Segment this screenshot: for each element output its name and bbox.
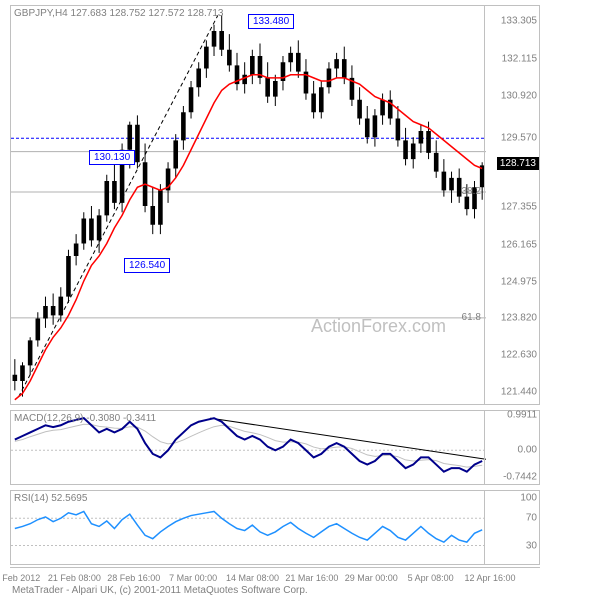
- watermark: ActionForex.com: [311, 316, 446, 337]
- fib-label: 61.8: [462, 312, 481, 323]
- price-tick: 130.920: [501, 91, 537, 102]
- time-tick: 14 Feb 2012: [0, 573, 40, 583]
- rsi-panel: RSI(14) 52.5695 30 70 100: [10, 490, 540, 565]
- rsi-tick: 70: [526, 513, 537, 524]
- time-tick: 28 Feb 16:00: [107, 573, 160, 583]
- macd-y-axis: -0.7442 0.00 0.9911: [484, 411, 539, 484]
- macd-tick: -0.7442: [503, 471, 537, 482]
- price-y-axis: 121.440 122.630 123.820 124.975 126.165 127.3…: [484, 6, 539, 404]
- symbol-ohlc-label: GBPJPY,H4 127.683 128.752 127.572 128.71…: [14, 8, 223, 19]
- price-tick: 133.305: [501, 16, 537, 27]
- price-tick: 126.165: [501, 239, 537, 250]
- price-tick: 129.570: [501, 133, 537, 144]
- price-plot: [11, 6, 486, 406]
- current-price-label: 128.713: [497, 157, 539, 170]
- price-tick: 122.630: [501, 350, 537, 361]
- price-annotation: 130.130: [89, 150, 135, 165]
- price-tick: 123.820: [501, 312, 537, 323]
- time-tick: 29 Mar 00:00: [345, 573, 398, 583]
- rsi-y-axis: 30 70 100: [484, 491, 539, 564]
- price-tick: 132.115: [502, 53, 537, 64]
- macd-panel: MACD(12,26,9) -0.3080 -0.3411 -0.7442 0.0…: [10, 410, 540, 485]
- time-tick: 5 Apr 08:00: [408, 573, 454, 583]
- rsi-title: RSI(14) 52.5695: [14, 493, 87, 504]
- macd-tick: 0.9911: [507, 409, 537, 420]
- macd-title: MACD(12,26,9) -0.3080 -0.3411: [14, 413, 156, 424]
- rsi-tick: 100: [520, 492, 537, 503]
- price-annotation: 133.480: [248, 14, 294, 29]
- time-tick: 21 Feb 08:00: [48, 573, 101, 583]
- time-tick: 12 Apr 16:00: [464, 573, 515, 583]
- fib-label: 38.2: [462, 186, 481, 197]
- rsi-tick: 30: [526, 540, 537, 551]
- time-axis: 14 Feb 201221 Feb 08:0028 Feb 16:007 Mar…: [10, 567, 540, 585]
- macd-tick: 0.00: [518, 445, 537, 456]
- price-annotation: 126.540: [124, 258, 170, 273]
- price-tick: 127.355: [501, 202, 537, 213]
- price-tick: 124.975: [501, 276, 537, 287]
- time-tick: 14 Mar 08:00: [226, 573, 279, 583]
- footer-copyright: MetaTrader - Alpari UK, (c) 2001-2011 Me…: [12, 585, 308, 596]
- time-tick: 21 Mar 16:00: [285, 573, 338, 583]
- price-tick: 121.440: [501, 387, 537, 398]
- time-tick: 7 Mar 00:00: [169, 573, 217, 583]
- main-price-chart: GBPJPY,H4 127.683 128.752 127.572 128.71…: [10, 5, 540, 405]
